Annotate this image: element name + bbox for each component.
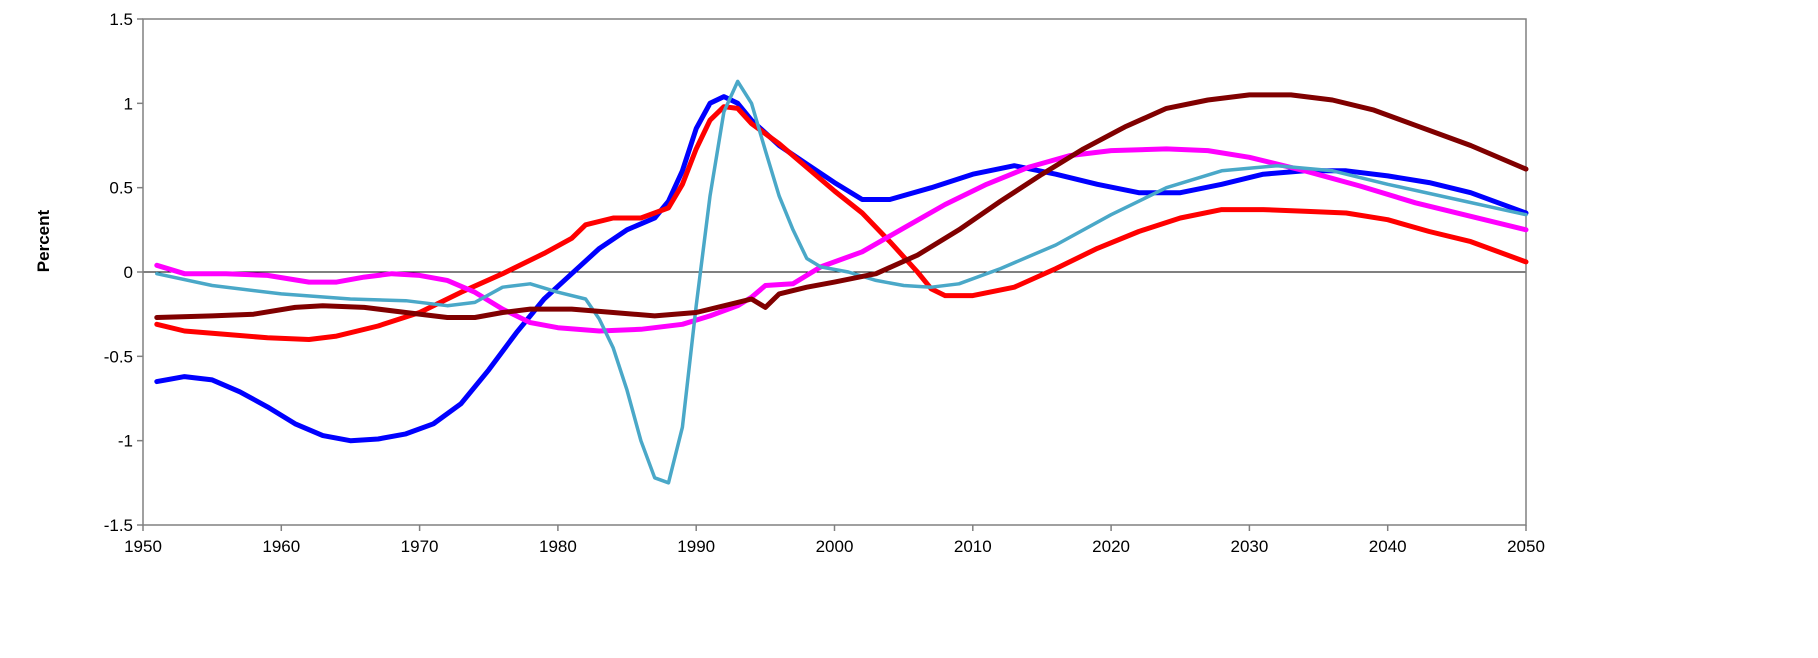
series-layer [154,79,1529,485]
y-tick-label: 0.5 [109,179,133,198]
y-tick-label: 1.5 [109,10,133,29]
y-tick-label: -1 [118,432,133,451]
x-tick-label: 1970 [401,537,439,556]
x-tick-label: 2050 [1507,537,1545,556]
series-line-5 [154,92,1529,320]
y-axis-ticks: 1.5 1 0.5 0 -0.5 -1 -1.5 [104,10,143,535]
x-tick-label: 2010 [954,537,992,556]
x-tick-label: 2030 [1230,537,1268,556]
x-tick-label: 2000 [816,537,854,556]
y-tick-label: 0 [124,263,133,282]
series-line-1 [154,94,1529,444]
y-tick-label: -1.5 [104,516,133,535]
x-tick-label: 1990 [677,537,715,556]
series-line-2 [154,104,1529,342]
y-tick-label: 1 [124,94,133,113]
x-tick-label: 1950 [124,537,162,556]
x-tick-label: 1980 [539,537,577,556]
y-tick-label: -0.5 [104,347,133,366]
series-line-3 [154,146,1529,334]
x-axis-ticks: 1950 1960 1970 1980 1990 2000 2010 2020 2030 2040… [124,525,1545,556]
series-line-4 [155,79,1528,485]
x-tick-label: 1960 [262,537,300,556]
y-axis-title: Percent [34,209,53,272]
x-tick-label: 2040 [1369,537,1407,556]
x-tick-label: 2020 [1092,537,1130,556]
